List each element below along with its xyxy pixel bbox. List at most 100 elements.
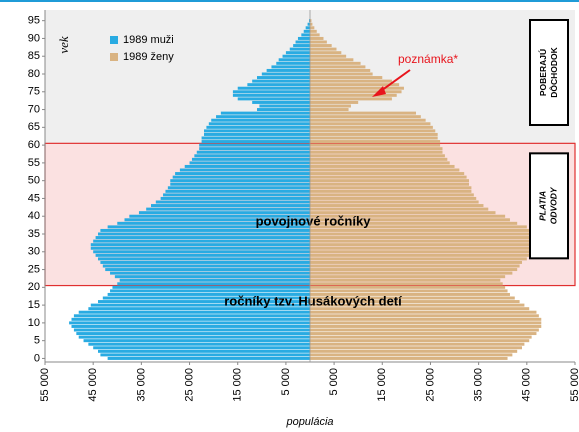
bar <box>175 172 310 176</box>
bar <box>69 321 310 325</box>
y-tick-label: 45 <box>28 192 40 204</box>
x-tick-label: 15 000 <box>376 368 388 402</box>
y-tick-label: 75 <box>28 86 40 98</box>
bar <box>310 257 527 261</box>
bar <box>310 83 400 87</box>
bar <box>252 79 310 83</box>
bar <box>310 129 436 133</box>
bar <box>310 285 506 289</box>
bar <box>73 328 310 332</box>
x-tick-label: 45 000 <box>87 368 99 402</box>
bar <box>310 93 397 97</box>
y-tick-label: 85 <box>28 50 40 62</box>
bar <box>191 157 310 161</box>
bar <box>112 285 310 289</box>
legend-swatch <box>110 53 118 61</box>
bar <box>310 196 477 200</box>
y-tick-label: 0 <box>34 352 40 364</box>
bar <box>310 186 472 190</box>
bar <box>146 207 310 211</box>
bar <box>310 161 450 165</box>
bar <box>310 79 392 83</box>
bar <box>204 129 310 133</box>
bar <box>107 225 311 229</box>
y-tick-label: 40 <box>28 210 40 222</box>
bar <box>310 221 518 225</box>
bar <box>199 147 310 151</box>
bar <box>119 278 310 282</box>
bar <box>129 214 310 218</box>
bar <box>310 147 443 151</box>
bar <box>93 346 310 350</box>
x-tick-label: 45 000 <box>521 368 533 402</box>
annotation: ročníky tzv. Husákových detí <box>224 293 402 308</box>
x-tick-label: 35 000 <box>473 368 485 402</box>
bar <box>78 310 311 314</box>
bar <box>310 321 542 325</box>
bar <box>172 175 310 179</box>
bar <box>206 125 310 129</box>
bar <box>310 65 366 69</box>
band-label-box <box>529 19 569 126</box>
bar <box>105 268 311 272</box>
bar <box>114 275 310 279</box>
bar <box>310 51 342 55</box>
bar <box>310 90 402 94</box>
bar <box>83 339 310 343</box>
bar <box>310 136 438 140</box>
bar <box>310 111 416 115</box>
bar <box>310 300 520 304</box>
bar <box>257 108 310 112</box>
bar <box>95 253 310 257</box>
x-tick-label: 35 000 <box>135 368 147 402</box>
bar <box>310 211 496 215</box>
bar <box>310 253 530 257</box>
y-tick-label: 70 <box>28 103 40 115</box>
bar <box>310 189 472 193</box>
bar <box>310 172 465 176</box>
bar <box>237 97 310 101</box>
bar <box>310 193 474 197</box>
bar <box>310 175 467 179</box>
bar <box>310 328 539 332</box>
y-tick-label: 95 <box>28 15 40 27</box>
annotation: poznámka* <box>398 52 458 66</box>
bar <box>310 271 513 275</box>
x-tick-label: 55 000 <box>39 368 51 402</box>
bar <box>310 275 506 279</box>
x-tick-label: 25 000 <box>183 368 195 402</box>
bar <box>107 292 311 296</box>
bar <box>78 335 311 339</box>
bar <box>310 278 501 282</box>
bar <box>297 36 310 40</box>
bar <box>309 19 310 23</box>
bar <box>310 204 484 208</box>
bar <box>310 317 542 321</box>
bar <box>310 182 469 186</box>
y-axis-label: vek <box>56 36 71 54</box>
bar <box>124 218 310 222</box>
bar <box>237 86 310 90</box>
bar <box>310 72 373 76</box>
bar <box>310 314 539 318</box>
bar <box>310 250 532 254</box>
bar <box>196 150 310 154</box>
x-tick-label: 15 000 <box>232 368 244 402</box>
bar <box>71 324 310 328</box>
bar <box>310 44 332 48</box>
y-tick-label: 55 <box>28 157 40 169</box>
legend-label: 1989 ženy <box>123 51 174 63</box>
bar <box>204 132 310 136</box>
bar <box>310 19 312 23</box>
bar <box>310 154 445 158</box>
bar <box>189 161 310 165</box>
y-tick-label: 80 <box>28 68 40 80</box>
bar <box>71 317 310 321</box>
bar <box>310 115 421 119</box>
bar <box>310 243 537 247</box>
bar <box>98 232 310 236</box>
bar <box>310 122 431 126</box>
bar <box>293 44 310 48</box>
bar <box>100 260 310 264</box>
